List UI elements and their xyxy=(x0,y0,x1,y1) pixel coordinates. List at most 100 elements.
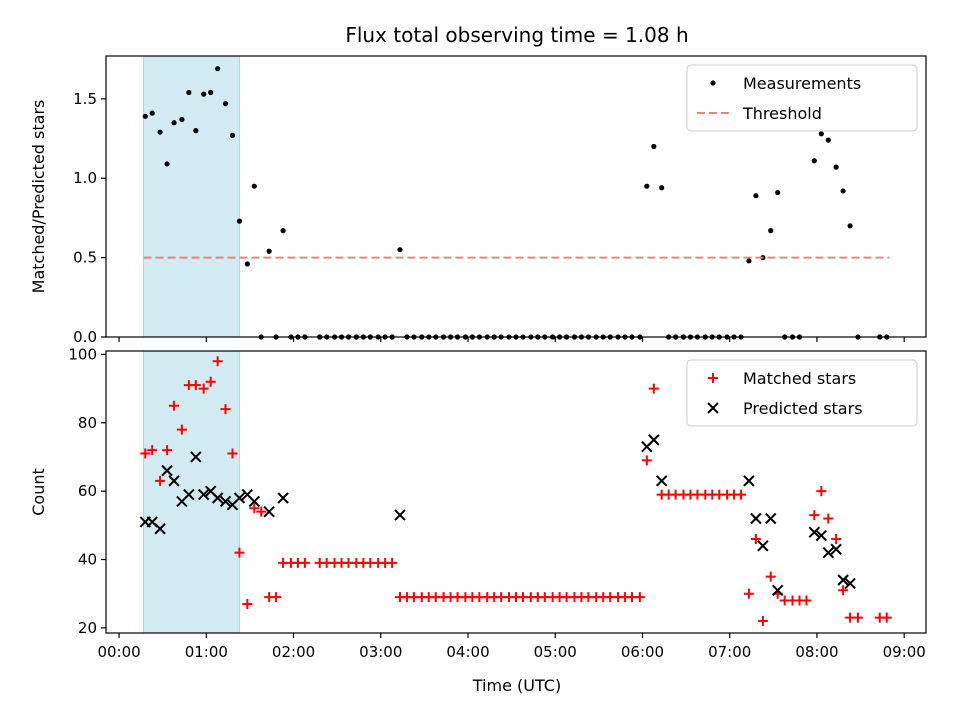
measurement-point xyxy=(746,258,752,264)
measurement-point xyxy=(847,223,853,229)
predicted-stars-point xyxy=(161,464,173,477)
predicted-stars-point xyxy=(771,584,784,596)
measurement-point xyxy=(775,189,781,196)
predicted-stars-point xyxy=(655,475,668,487)
matched-stars-point xyxy=(648,383,659,394)
matched-stars-point xyxy=(823,513,834,524)
matched-stars-point xyxy=(256,506,267,517)
y-tick-label: 1.0 xyxy=(73,169,97,187)
predicted-stars-point xyxy=(743,475,755,487)
matched-stars-point xyxy=(271,592,282,603)
legend-box xyxy=(686,359,918,427)
matched-stars-point xyxy=(816,486,827,497)
legend-label: Measurements xyxy=(743,74,861,93)
predicted-stars-point xyxy=(844,577,856,590)
predicted-stars-point xyxy=(815,529,828,542)
predicted-stars-point xyxy=(154,523,166,535)
measurement-point xyxy=(186,89,192,96)
matched-stars-point xyxy=(169,400,180,411)
y-tick-label: 20 xyxy=(78,619,97,637)
legend-label: Predicted stars xyxy=(743,399,863,418)
measurement-point xyxy=(142,113,148,119)
matched-stars-point xyxy=(212,356,223,367)
legend-marker xyxy=(708,373,718,383)
matched-stars-point xyxy=(634,592,645,603)
x-tick-label: 09:00 xyxy=(883,643,926,661)
matched-stars-point xyxy=(249,503,260,514)
matched-stars-point xyxy=(155,475,166,486)
predicted-stars-point xyxy=(197,488,210,501)
predicted-stars-point xyxy=(263,505,275,518)
matched-stars-point xyxy=(234,547,245,558)
x-tick-label: 00:00 xyxy=(97,643,140,661)
observing-span-shade xyxy=(143,55,240,338)
measurement-point xyxy=(818,131,824,137)
legend-marker xyxy=(710,80,716,86)
measurement-point xyxy=(171,120,177,126)
x-tick-label: 04:00 xyxy=(446,643,489,661)
measurement-point xyxy=(644,183,650,189)
measurement-point xyxy=(193,128,199,134)
predicted-stars-point xyxy=(394,509,406,521)
matched-stars-point xyxy=(641,455,652,466)
matched-stars-point xyxy=(205,376,216,387)
predicted-stars-point xyxy=(183,488,195,501)
matched-stars-point xyxy=(299,557,310,568)
x-tick-label: 05:00 xyxy=(534,643,577,661)
matched-stars-point xyxy=(220,404,231,415)
matched-stars-point xyxy=(198,383,209,394)
axes-frame xyxy=(105,350,927,634)
matched-stars-point xyxy=(147,445,158,456)
matched-stars-point xyxy=(881,612,892,623)
y-tick-label: 40 xyxy=(78,551,97,569)
y-axis-label: Matched/Predicted stars xyxy=(29,100,48,294)
legend-box xyxy=(686,64,918,132)
measurement-point xyxy=(397,247,403,253)
x-tick-label: 06:00 xyxy=(621,643,664,661)
axes-frame xyxy=(105,55,927,338)
measurement-point xyxy=(229,132,236,138)
measurement-point xyxy=(833,164,839,170)
measurement-point xyxy=(179,116,185,123)
x-tick-label: 03:00 xyxy=(359,643,402,661)
chart-title: Flux total observing time = 1.08 h xyxy=(345,23,688,47)
matched-stars-point xyxy=(809,510,820,521)
x-tick-label: 07:00 xyxy=(708,643,751,661)
matched-stars-point xyxy=(750,534,761,544)
measurement-point xyxy=(825,137,831,143)
measurement-point xyxy=(157,129,163,135)
y-tick-label: 0.5 xyxy=(73,249,97,267)
measurement-point xyxy=(768,228,774,234)
matched-stars-point xyxy=(757,616,768,627)
measurement-point xyxy=(236,218,243,224)
measurement-point xyxy=(811,158,817,164)
measurement-point xyxy=(244,261,250,267)
y-tick-label: 0.0 xyxy=(73,328,97,346)
predicted-stars-point xyxy=(750,512,762,525)
predicted-stars-point xyxy=(765,512,777,525)
predicted-stars-point xyxy=(211,492,224,504)
measurement-point xyxy=(840,188,846,194)
x-tick-label: 02:00 xyxy=(272,643,315,661)
y-tick-label: 100 xyxy=(68,345,97,363)
predicted-stars-point xyxy=(830,543,842,555)
x-axis-label: Time (UTC) xyxy=(472,676,561,695)
measurement-point xyxy=(651,143,657,150)
predicted-stars-point xyxy=(757,540,769,552)
matched-stars-point xyxy=(801,595,812,606)
matched-stars-point xyxy=(831,534,842,544)
predicted-stars-point xyxy=(248,495,261,508)
predicted-stars-point xyxy=(219,495,232,508)
matched-stars-point xyxy=(140,448,151,459)
matched-stars-point xyxy=(765,571,776,582)
predicted-stars-point xyxy=(808,526,821,538)
y-tick-label: 80 xyxy=(78,414,97,432)
matched-stars-point xyxy=(387,557,398,568)
predicted-stars-point xyxy=(648,434,660,446)
ratio-panel: 0.0 0.5 1.0 1.5 Matched/Predicted stars Measu… xyxy=(29,55,927,346)
measurement-point xyxy=(208,89,214,96)
measurement-point xyxy=(251,183,257,189)
count-panel: 00:00 01:00 02:00 03:00 04:00 05:00 06:00 07:00… xyxy=(29,345,927,661)
matched-stars-point xyxy=(190,380,201,391)
